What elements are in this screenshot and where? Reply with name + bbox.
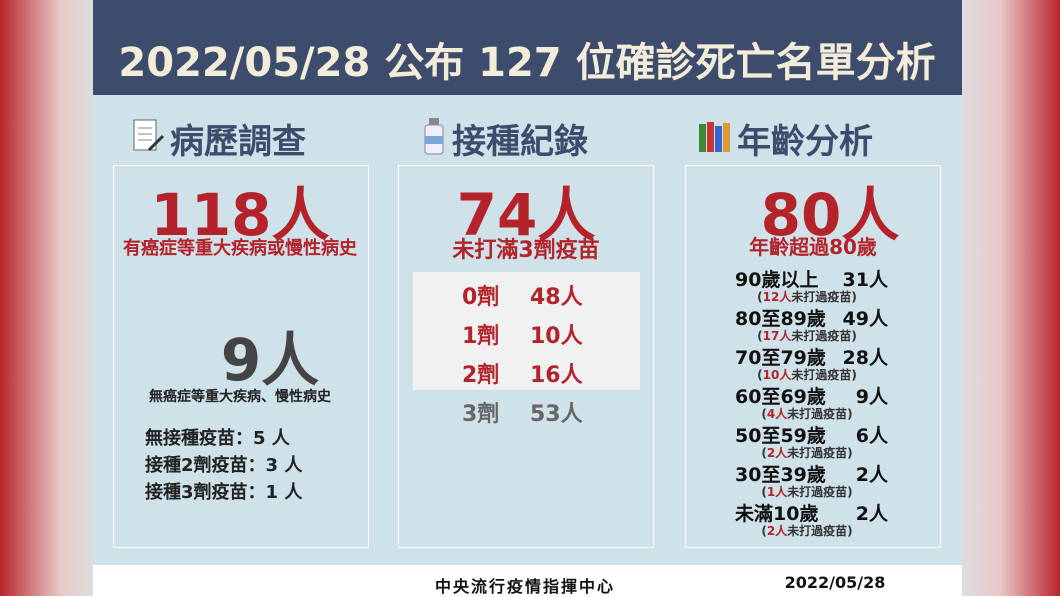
age-note: (17人未打過疫苗) xyxy=(757,327,857,344)
age-range: 90歲以上 xyxy=(735,269,819,291)
title: 2022/05/28 公布 127 位確診死亡名單分析 xyxy=(118,40,936,86)
line: 接種2劑疫苗：3 人 xyxy=(145,455,303,476)
note-part: ( xyxy=(757,368,763,382)
age-range: 70至79歲 xyxy=(735,347,826,369)
age-note: (4人未打過疫苗) xyxy=(761,405,852,422)
age-count: 49人 xyxy=(842,308,888,330)
note-part: 2人 xyxy=(766,446,788,460)
line: 無接種疫苗：5 人 xyxy=(145,428,290,449)
box xyxy=(685,165,941,548)
age-count: 6人 xyxy=(855,425,888,447)
note-part: ( xyxy=(757,329,763,343)
age-note: (2人未打過疫苗) xyxy=(761,522,852,539)
note-part: 未打過疫苗) xyxy=(787,485,853,499)
count: 80人 xyxy=(760,181,900,249)
dose-count: 16人 xyxy=(530,363,583,388)
dose-count: 53人 xyxy=(530,402,583,427)
age-note: (12人未打過疫苗) xyxy=(757,288,857,305)
count: 118人 xyxy=(150,181,330,249)
age-count: 9人 xyxy=(855,386,888,408)
icon xyxy=(133,119,165,152)
dose: 0劑 xyxy=(462,285,500,310)
heading: 病歷調查 xyxy=(170,122,306,162)
panel: 2022/05/28 公布 127 位確診死亡名單分析 病歷調查 118人 有癌… xyxy=(93,0,962,596)
note-part: 未打過疫苗) xyxy=(787,407,853,421)
note-part: 未打過疫苗) xyxy=(791,368,857,382)
label: 無癌症等重大疾病、慢性病史 xyxy=(149,389,331,405)
note-part: 4人 xyxy=(766,407,788,421)
icon xyxy=(699,122,730,152)
source: 中央流行疫情指揮中心 xyxy=(434,577,616,596)
note-part: 1人 xyxy=(766,485,788,499)
note-part: ( xyxy=(757,290,763,304)
note-part: 未打過疫苗) xyxy=(787,446,853,460)
note-part: 17人 xyxy=(762,329,792,343)
label: 年齡超過80歲 xyxy=(749,235,877,259)
age-range: 50至59歲 xyxy=(735,425,826,447)
note-part: 10人 xyxy=(762,368,792,382)
note-part: 未打過疫苗) xyxy=(791,290,857,304)
box xyxy=(113,165,369,548)
note-part: 未打過疫苗) xyxy=(791,329,857,343)
icon xyxy=(424,118,444,155)
age-count: 28人 xyxy=(842,347,888,369)
label: 未打滿3劑疫苗 xyxy=(452,238,600,263)
note-part: 未打過疫苗) xyxy=(787,524,853,538)
heading: 接種紀錄 xyxy=(452,122,588,162)
age-note: (2人未打過疫苗) xyxy=(761,444,852,461)
age-count: 2人 xyxy=(855,464,888,486)
age-range: 80至89歲 xyxy=(735,308,826,330)
dose-count: 10人 xyxy=(530,324,583,349)
dose: 3劑 xyxy=(462,402,500,427)
note-part: ( xyxy=(761,524,767,538)
count: 74人 xyxy=(456,181,596,249)
dose-count: 48人 xyxy=(530,285,583,310)
date: 2022/05/28 xyxy=(784,573,886,592)
age-count: 2人 xyxy=(855,503,888,525)
age-range: 未滿10歲 xyxy=(735,503,819,525)
note-part: ( xyxy=(761,485,767,499)
age-range: 30至39歲 xyxy=(735,464,826,486)
count: 9人 xyxy=(220,326,320,394)
label: 有癌症等重大疾病或慢性病史 xyxy=(123,238,357,259)
note-part: ( xyxy=(761,446,767,460)
line: 接種3劑疫苗：1 人 xyxy=(145,482,303,503)
age-range: 60至69歲 xyxy=(735,386,826,408)
dose: 2劑 xyxy=(462,363,500,388)
heading: 年齡分析 xyxy=(737,122,873,162)
note-part: 12人 xyxy=(762,290,792,304)
note-part: 2人 xyxy=(766,524,788,538)
highlight xyxy=(413,272,640,390)
header: 2022/05/28 公布 127 位確診死亡名單分析 xyxy=(93,0,962,95)
dose: 1劑 xyxy=(462,324,500,349)
footer: 中央流行疫情指揮中心 2022/05/28 xyxy=(93,565,962,596)
age-count: 31人 xyxy=(842,269,888,291)
note-part: ( xyxy=(761,407,767,421)
box xyxy=(398,165,654,548)
age-note: (1人未打過疫苗) xyxy=(761,483,852,500)
age-note: (10人未打過疫苗) xyxy=(757,366,857,383)
